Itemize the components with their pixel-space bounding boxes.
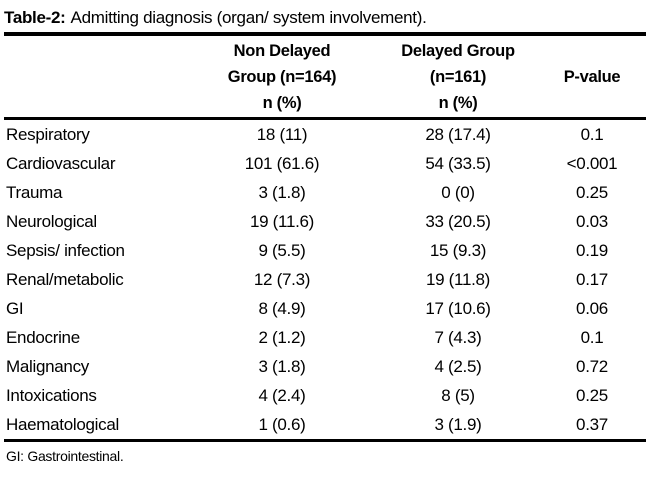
p-value-cell: 0.17 (576, 269, 608, 289)
diagnosis-cell: Neurological (6, 211, 97, 231)
table-row: Sepsis/ infection 9 (5.5) 15 (9.3) 0.19 (4, 236, 646, 265)
delayed-cell: 28 (17.4) (425, 124, 491, 144)
table-title-label: Table-2: (4, 8, 66, 27)
rule-above-footnote (4, 439, 646, 442)
p-value-cell: 0.1 (580, 327, 604, 347)
table-row: Renal/metabolic 12 (7.3) 19 (11.8) 0.17 (4, 265, 646, 294)
diagnosis-cell: Haematological (6, 414, 119, 434)
table-footnote: GI: Gastrointestinal. (6, 448, 124, 464)
table-row: Neurological 19 (11.6) 33 (20.5) 0.03 (4, 207, 646, 236)
diagnosis-cell: Trauma (6, 182, 63, 202)
p-value-cell: 0.25 (576, 385, 608, 405)
non-delayed-cell: 19 (11.6) (249, 211, 315, 231)
non-delayed-cell: 9 (5.5) (258, 240, 306, 260)
non-delayed-cell: 12 (7.3) (253, 269, 311, 289)
p-value-cell: 0.1 (580, 124, 604, 144)
header-delayed-group: Delayed Group (n=161) n (%) (401, 41, 515, 112)
non-delayed-cell: 18 (11) (256, 124, 308, 144)
diagnosis-cell: Endocrine (6, 327, 80, 347)
diagnosis-cell: Cardiovascular (6, 153, 116, 173)
p-value-cell: 0.06 (576, 298, 608, 318)
header-non-delayed-group: Non Delayed Group (n=164) n (%) (227, 41, 337, 112)
table-title-text: Admitting diagnosis (organ/ system invol… (70, 8, 427, 27)
table-header-row: Non Delayed Group (n=164) n (%) Delayed … (4, 36, 646, 117)
table-row: Malignancy 3 (1.8) 4 (2.5) 0.72 (4, 352, 646, 381)
table-row: Cardiovascular 101 (61.6) 54 (33.5) <0.001 (4, 149, 646, 178)
table-row: Endocrine 2 (1.2) 7 (4.3) 0.1 (4, 323, 646, 352)
diagnosis-cell: Malignancy (6, 356, 89, 376)
table-row: Haematological 1 (0.6) 3 (1.9) 0.37 (4, 410, 646, 439)
non-delayed-cell: 101 (61.6) (244, 153, 320, 173)
diagnosis-cell: Sepsis/ infection (6, 240, 125, 260)
delayed-cell: 8 (5) (441, 385, 475, 405)
diagnosis-cell: Renal/metabolic (6, 269, 124, 289)
diagnosis-cell: Intoxications (6, 385, 97, 405)
non-delayed-cell: 2 (1.2) (258, 327, 306, 347)
table-row: Respiratory 18 (11) 28 (17.4) 0.1 (4, 120, 646, 149)
p-value-cell: 0.37 (576, 414, 608, 434)
p-value-cell: 0.19 (576, 240, 608, 260)
non-delayed-cell: 1 (0.6) (258, 414, 306, 434)
header-p-value: P-value (563, 67, 621, 86)
rule-below-title (4, 32, 646, 36)
table-row: GI 8 (4.9) 17 (10.6) 0.06 (4, 294, 646, 323)
p-value-cell: 0.03 (576, 211, 608, 231)
delayed-cell: 0 (0) (441, 182, 475, 202)
table-title: Table-2: Admitting diagnosis (organ/ syst… (4, 5, 646, 30)
p-value-cell: 0.25 (576, 182, 608, 202)
table-row: Trauma 3 (1.8) 0 (0) 0.25 (4, 178, 646, 207)
non-delayed-cell: 4 (2.4) (258, 385, 306, 405)
rule-below-header (4, 117, 646, 120)
table-body: Respiratory 18 (11) 28 (17.4) 0.1 Cardiovasc… (4, 120, 646, 439)
delayed-cell: 15 (9.3) (429, 240, 487, 260)
p-value-cell: 0.72 (576, 356, 608, 376)
table-row: Intoxications 4 (2.4) 8 (5) 0.25 (4, 381, 646, 410)
delayed-cell: 33 (20.5) (425, 211, 491, 231)
delayed-cell: 3 (1.9) (434, 414, 482, 434)
non-delayed-cell: 8 (4.9) (258, 298, 306, 318)
delayed-cell: 54 (33.5) (425, 153, 491, 173)
delayed-cell: 17 (10.6) (425, 298, 491, 318)
non-delayed-cell: 3 (1.8) (258, 182, 306, 202)
diagnosis-cell: Respiratory (6, 124, 90, 144)
delayed-cell: 7 (4.3) (434, 327, 482, 347)
non-delayed-cell: 3 (1.8) (258, 356, 306, 376)
diagnosis-cell: GI (6, 298, 24, 318)
delayed-cell: 4 (2.5) (434, 356, 482, 376)
p-value-cell: <0.001 (566, 153, 618, 173)
delayed-cell: 19 (11.8) (425, 269, 491, 289)
